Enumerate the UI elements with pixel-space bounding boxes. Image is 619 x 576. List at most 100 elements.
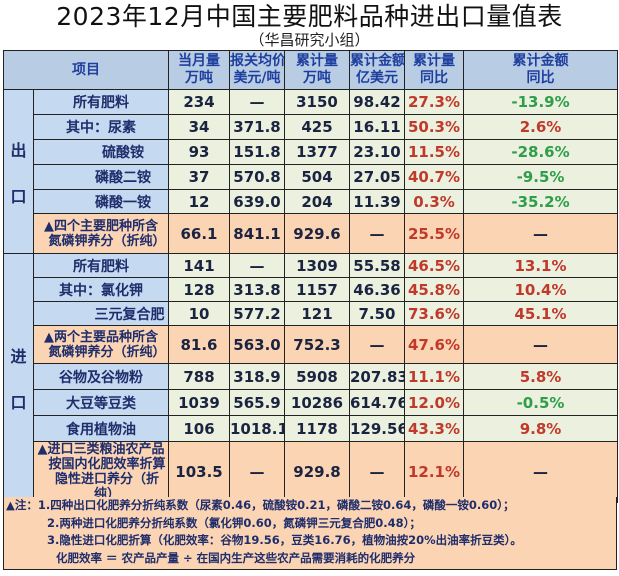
cell-qty-yoy: 73.6% bbox=[404, 301, 464, 326]
table-row: 出口 所有肥料 234 — 3150 98.42 27.3% -13.9% bbox=[3, 89, 618, 254]
cell-cum-amt: — bbox=[349, 213, 405, 254]
cell-cum-qty: 121 bbox=[284, 301, 350, 326]
cell-price: 639.0 bbox=[229, 189, 285, 214]
cell-price: 841.1 bbox=[229, 213, 285, 254]
cell-monthly: 81.6 bbox=[168, 325, 230, 364]
cell-monthly: 37 bbox=[168, 164, 230, 190]
cell-cum-qty: 504 bbox=[284, 164, 350, 190]
cell-amt-yoy: — bbox=[463, 213, 618, 254]
row-label: 三元复合肥 bbox=[33, 301, 169, 326]
header-qty-yoy: 累计量 同比 bbox=[404, 50, 464, 90]
cell-cum-amt: 55.58 bbox=[349, 253, 405, 278]
cell-monthly: 788 bbox=[168, 363, 230, 390]
cell-monthly: 128 bbox=[168, 277, 230, 302]
table-row: 其中：氯化钾 128 313.8 1157 46.36 45.8% 10.4% bbox=[4, 277, 618, 302]
cell-price: 151.8 bbox=[229, 139, 285, 165]
cell-price: 1018.1 bbox=[229, 415, 285, 442]
cell-amt-yoy: 2.6% bbox=[463, 114, 618, 140]
cell-monthly: 1039 bbox=[168, 389, 230, 416]
table-row: 大豆等豆类 1039 565.9 10286 614.76 12.0% -0.5… bbox=[4, 389, 618, 416]
cell-cum-qty: 1377 bbox=[284, 139, 350, 165]
cell-amt-yoy: -9.5% bbox=[463, 164, 618, 190]
header-cum-qty: 累计量 万吨 bbox=[284, 50, 350, 90]
header-avg-price: 报关均价 美元/吨 bbox=[229, 50, 285, 90]
table-row: 硫酸铵 93 151.8 1377 23.10 11.5% -28.6% bbox=[4, 139, 618, 165]
cell-qty-yoy: 25.5% bbox=[404, 213, 464, 254]
cell-cum-amt: 98.42 bbox=[349, 89, 405, 115]
cell-cum-qty: 1157 bbox=[284, 277, 350, 302]
cell-cum-qty: 1309 bbox=[284, 253, 350, 278]
header-row: 项目 当月量 万吨 报关均价 美元/吨 累计量 万吨 累计金额 亿美元 累计量 同比 累计… bbox=[3, 50, 618, 90]
note-line-1: ▲注：1.四种出口化肥养分折纯系数（尿素0.46，硫酸铵0.21，磷酸二铵0.6… bbox=[6, 498, 515, 512]
cell-cum-amt: — bbox=[349, 325, 405, 364]
cell-amt-yoy: — bbox=[463, 441, 618, 503]
cell-cum-qty: 10286 bbox=[284, 389, 350, 416]
cell-monthly: 103.5 bbox=[168, 441, 230, 503]
header-item: 项目 bbox=[3, 50, 169, 90]
cell-cum-amt: 614.76 bbox=[349, 389, 405, 416]
cell-qty-yoy: 47.6% bbox=[404, 325, 464, 364]
table-row: 谷物及谷物粉 788 318.9 5908 207.83 11.1% 5.8% bbox=[4, 363, 618, 390]
row-label: ▲两个主要品种所含 氮磷钾养分（折纯） bbox=[33, 325, 169, 364]
cell-monthly: 66.1 bbox=[168, 213, 230, 254]
cell-price: 565.9 bbox=[229, 389, 285, 416]
cell-price: 313.8 bbox=[229, 277, 285, 302]
cell-amt-yoy: -28.6% bbox=[463, 139, 618, 165]
section-label-import: 进口 bbox=[3, 253, 34, 503]
page-title: 2023年12月中国主要肥料品种进出口量值表 bbox=[56, 2, 563, 31]
row-label: 磷酸二铵 bbox=[33, 164, 169, 190]
cell-qty-yoy: 11.1% bbox=[404, 363, 464, 390]
cell-qty-yoy: 0.3% bbox=[404, 189, 464, 214]
row-label: 磷酸一铵 bbox=[33, 189, 169, 214]
header-cum-amount: 累计金额 亿美元 bbox=[349, 50, 405, 90]
cell-amt-yoy: 45.1% bbox=[463, 301, 618, 326]
row-label: 硫酸铵 bbox=[33, 139, 169, 165]
notes-box: ▲注：1.四种出口化肥养分折纯系数（尿素0.46，硫酸铵0.21，磷酸二铵0.6… bbox=[3, 497, 617, 570]
table-row: 磷酸一铵 12 639.0 204 11.39 0.3% -35.2% bbox=[4, 189, 618, 214]
summary-row: ▲进口三类粮油农产品 按国内化肥效率折算 隐性进口养分（折纯） 103.5 — 92… bbox=[4, 441, 618, 503]
note-line-4: 化肥效率 ＝ 农产品产量 ÷ 在国内生产这些农产品需要消耗的化肥养分 bbox=[56, 550, 416, 565]
cell-monthly: 234 bbox=[168, 89, 230, 115]
cell-price: 563.0 bbox=[229, 325, 285, 364]
cell-monthly: 106 bbox=[168, 415, 230, 442]
cell-price: 318.9 bbox=[229, 363, 285, 390]
cell-amt-yoy: — bbox=[463, 325, 618, 364]
cell-qty-yoy: 43.3% bbox=[404, 415, 464, 442]
cell-price: — bbox=[229, 441, 285, 503]
cell-monthly: 93 bbox=[168, 139, 230, 165]
cell-qty-yoy: 40.7% bbox=[404, 164, 464, 190]
cell-price: — bbox=[229, 89, 285, 115]
cell-price: — bbox=[229, 253, 285, 278]
cell-amt-yoy: -35.2% bbox=[463, 189, 618, 214]
cell-cum-amt: 11.39 bbox=[349, 189, 405, 214]
cell-qty-yoy: 45.8% bbox=[404, 277, 464, 302]
cell-cum-qty: 929.8 bbox=[284, 441, 350, 503]
cell-cum-qty: 5908 bbox=[284, 363, 350, 390]
note-line-2: 2.两种进口化肥养分折纯系数（氯化钾0.60，氮磷钾三元复合肥0.48）； bbox=[47, 515, 421, 530]
row-label: 大豆等豆类 bbox=[33, 389, 169, 416]
cell-qty-yoy: 46.5% bbox=[404, 253, 464, 278]
row-label: 其中：氯化钾 bbox=[33, 277, 169, 302]
cell-cum-qty: 929.6 bbox=[284, 213, 350, 254]
cell-amt-yoy: -0.5% bbox=[463, 389, 618, 416]
cell-price: 570.8 bbox=[229, 164, 285, 190]
page-subtitle: （华昌研究小组） bbox=[249, 31, 370, 49]
cell-cum-qty: 425 bbox=[284, 114, 350, 140]
header-amount-yoy: 累计金额 同比 bbox=[463, 50, 618, 90]
summary-row: ▲四个主要肥种所含 氮磷钾养分（折纯） 66.1 841.1 929.6 — 25… bbox=[4, 213, 618, 254]
cell-monthly: 10 bbox=[168, 301, 230, 326]
cell-cum-amt: 23.10 bbox=[349, 139, 405, 165]
summary-row: ▲两个主要品种所含 氮磷钾养分（折纯） 81.6 563.0 752.3 — 47… bbox=[4, 325, 618, 364]
cell-amt-yoy: 10.4% bbox=[463, 277, 618, 302]
row-label: 食用植物油 bbox=[33, 415, 169, 442]
cell-cum-amt: 129.56 bbox=[349, 415, 405, 442]
cell-amt-yoy: -13.9% bbox=[463, 89, 618, 115]
table-row: 三元复合肥 10 577.2 121 7.50 73.6% 45.1% bbox=[4, 301, 618, 326]
cell-cum-amt: 16.11 bbox=[349, 114, 405, 140]
cell-cum-amt: 27.05 bbox=[349, 164, 405, 190]
table-row: 食用植物油 106 1018.1 1178 129.56 43.3% 9.8% bbox=[4, 415, 618, 442]
cell-qty-yoy: 12.1% bbox=[404, 441, 464, 503]
row-label: ▲四个主要肥种所含 氮磷钾养分（折纯） bbox=[33, 213, 169, 254]
section-label-export: 出口 bbox=[3, 89, 34, 254]
cell-monthly: 34 bbox=[168, 114, 230, 140]
